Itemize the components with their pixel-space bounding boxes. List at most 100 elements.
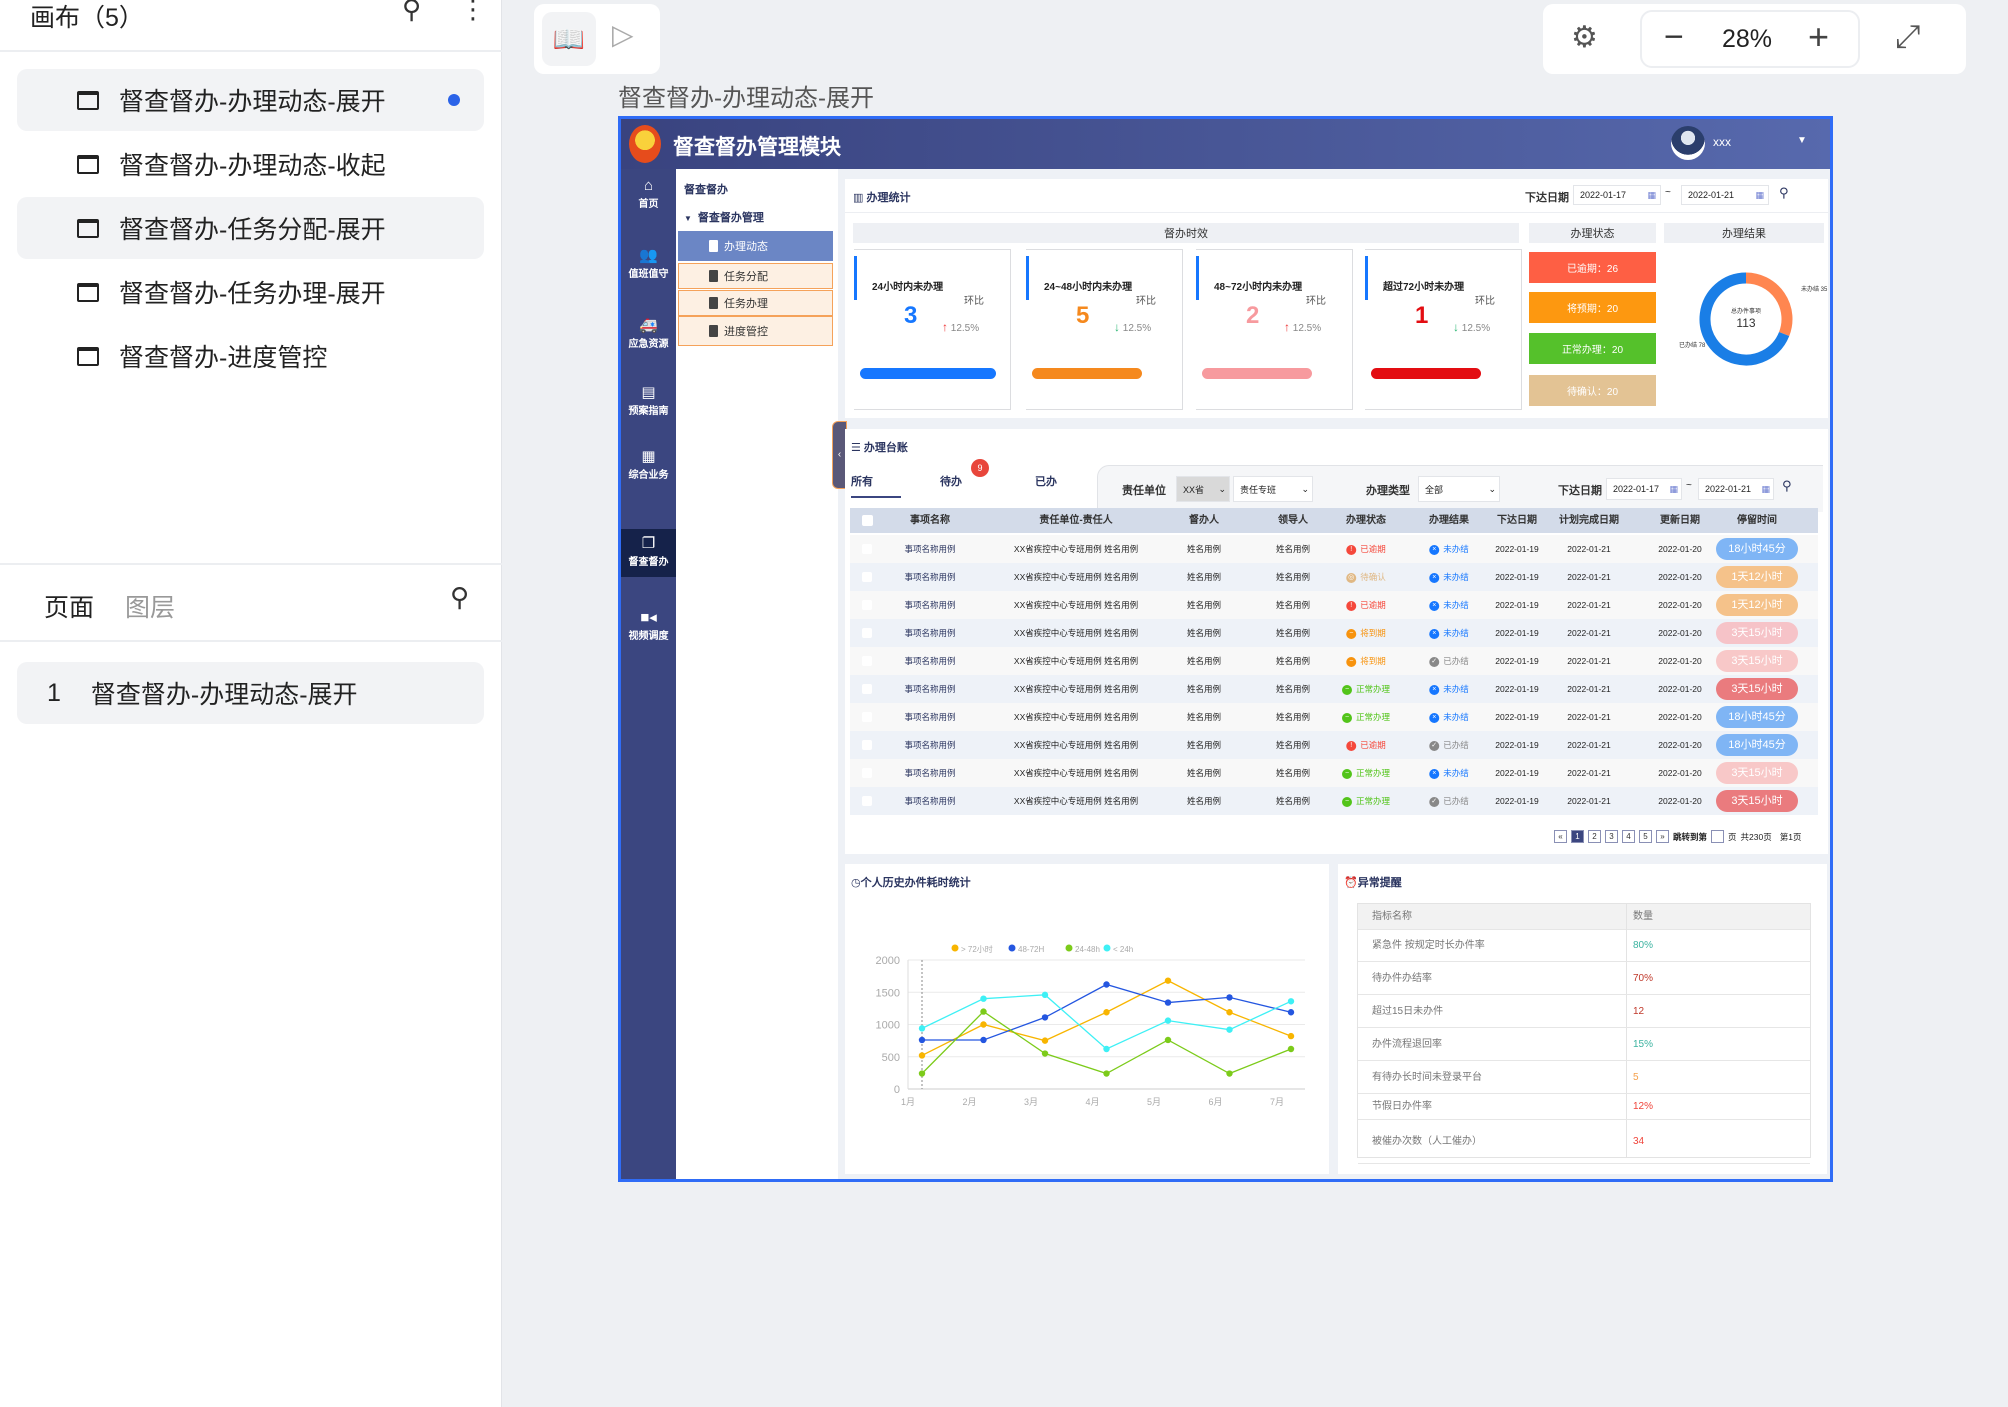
tab-layers[interactable]: 图层	[125, 594, 176, 622]
fullscreen-icon[interactable]: ⤢	[1895, 18, 1921, 54]
canvas-item[interactable]: 督查督办-进度管控	[17, 325, 484, 387]
table-row[interactable]: 事项名称用例 XX省疾控中心专班用例 姓名用例 姓名用例 姓名用例 − 正常办理 × 未办结 2…	[850, 703, 1818, 731]
book-icon[interactable]: 📖	[542, 12, 596, 66]
artboard-frame[interactable]: 督查督办管理模块 xxx ▼ ⌂ 首页 👥 值班值守 🚑 应急资源 ▤ 预案指南 ▦ 综合…	[618, 116, 1833, 1182]
anomaly-row: 办件流程退回率 15%	[1358, 1028, 1810, 1061]
jump-page-input[interactable]	[1711, 830, 1725, 843]
row-checkbox[interactable]	[862, 796, 872, 806]
item-name[interactable]: 事项名称用例	[904, 544, 956, 554]
nav-item-duty[interactable]: 👥 值班值守	[621, 247, 676, 295]
nav-item-resources[interactable]: 🚑 应急资源	[621, 317, 676, 365]
date-to-input[interactable]: 2022-01-21 ▦	[1681, 185, 1769, 205]
donut-segment	[1699, 272, 1790, 366]
tab-done[interactable]: 已办	[1035, 476, 1057, 488]
document-icon	[709, 297, 718, 309]
status-button[interactable]: 已逾期：26	[1529, 252, 1656, 283]
submenu-group[interactable]: ▼ 督查督办管理	[684, 209, 764, 225]
table-row[interactable]: 事项名称用例 XX省疾控中心专班用例 姓名用例 姓名用例 姓名用例 − 正常办理 ✓ 已办结 2…	[850, 787, 1818, 815]
submenu-item[interactable]: 办理动态	[678, 231, 833, 261]
item-name[interactable]: 事项名称用例	[904, 656, 956, 666]
table-row[interactable]: 事项名称用例 XX省疾控中心专班用例 姓名用例 姓名用例 姓名用例 − 正常办理 × 未办结 2…	[850, 675, 1818, 703]
canvas-item-label: 督查督办-进度管控	[119, 344, 328, 372]
tab-pages[interactable]: 页面	[44, 594, 95, 622]
item-name[interactable]: 事项名称用例	[904, 796, 956, 806]
canvas-item[interactable]: 督查督办-办理动态-展开	[17, 69, 484, 131]
search-icon[interactable]: ⚲	[450, 582, 470, 612]
item-name[interactable]: 事项名称用例	[904, 768, 956, 778]
canvas-toolbar: 📖 ▷	[534, 4, 660, 74]
page-button[interactable]: 1	[1571, 830, 1584, 843]
date-from-input[interactable]: 2022-01-17 ▦	[1606, 478, 1682, 500]
zoom-out-button[interactable]: −	[1664, 18, 1684, 56]
search-icon[interactable]: ⚲	[1782, 478, 1792, 493]
nav-item-video[interactable]: ■◂ 视频调度	[621, 609, 676, 657]
page-button[interactable]: 4	[1622, 830, 1635, 843]
settings-sliders-icon[interactable]: ⚙	[1571, 21, 1598, 54]
planned-date: 2022-01-21	[1567, 796, 1611, 806]
item-name[interactable]: 事项名称用例	[904, 684, 956, 694]
result-cell: ✓ 已办结	[1429, 787, 1469, 815]
divider	[0, 640, 502, 642]
row-checkbox[interactable]	[862, 544, 872, 554]
table-row[interactable]: 事项名称用例 XX省疾控中心专班用例 姓名用例 姓名用例 姓名用例! 已逾期 ✓ 已办结 20…	[850, 731, 1818, 759]
submenu-item[interactable]: 进度管控	[678, 316, 833, 346]
unit-select[interactable]: XX省 ⌄	[1176, 476, 1230, 502]
canvas-item[interactable]: 督查督办-任务分配-展开	[17, 197, 484, 259]
item-name[interactable]: 事项名称用例	[904, 600, 956, 610]
chevron-down-icon[interactable]: ▼	[1797, 135, 1807, 146]
status-button[interactable]: 将预期：20	[1529, 292, 1656, 323]
row-checkbox[interactable]	[862, 572, 872, 582]
tab-all[interactable]: 所有	[851, 473, 901, 498]
page-button[interactable]: 3	[1605, 830, 1618, 843]
item-name[interactable]: 事项名称用例	[904, 740, 956, 750]
first-page-button[interactable]: «	[1554, 830, 1567, 843]
indicator-value: 70%	[1633, 973, 1654, 984]
table-row[interactable]: 事项名称用例 XX省疾控中心专班用例 姓名用例 姓名用例 姓名用例 ◎ 待确认 × 未办结 20…	[850, 563, 1818, 591]
search-icon[interactable]: ⚲	[1779, 185, 1789, 200]
table-row[interactable]: 事项名称用例 XX省疾控中心专班用例 姓名用例 姓名用例 姓名用例 − 将到期 × 未办结 20…	[850, 619, 1818, 647]
status-button[interactable]: 待确认：20	[1529, 375, 1656, 406]
page-item[interactable]: 1 督查督办-办理动态-展开	[17, 662, 484, 724]
status-button[interactable]: 正常办理：20	[1529, 333, 1656, 364]
page-button[interactable]: 5	[1639, 830, 1652, 843]
last-page-button[interactable]: »	[1656, 830, 1669, 843]
submenu-item[interactable]: 任务分配	[678, 263, 833, 289]
item-name[interactable]: 事项名称用例	[904, 572, 956, 582]
table-row[interactable]: 事项名称用例 XX省疾控中心专班用例 姓名用例 姓名用例 姓名用例 − 正常办理 × 未办结 2…	[850, 759, 1818, 787]
table-row[interactable]: 事项名称用例 XX省疾控中心专班用例 姓名用例 姓名用例 姓名用例 − 将到期 ✓ 已办结 20…	[850, 647, 1818, 675]
row-checkbox[interactable]	[862, 684, 872, 694]
column-header: 下达日期	[1497, 515, 1537, 526]
zoom-in-button[interactable]: +	[1808, 16, 1830, 57]
nav-item-business[interactable]: ▦ 综合业务	[621, 448, 676, 496]
submenu-item[interactable]: 任务办理	[678, 290, 833, 316]
row-checkbox[interactable]	[862, 740, 872, 750]
item-name[interactable]: 事项名称用例	[904, 628, 956, 638]
row-checkbox[interactable]	[862, 628, 872, 638]
canvas-item[interactable]: 督查督办-任务办理-展开	[17, 261, 484, 323]
supervisor: 姓名用例	[1186, 740, 1222, 750]
play-icon[interactable]: ▷	[612, 19, 634, 50]
item-name[interactable]: 事项名称用例	[904, 712, 956, 722]
nav-item-plans[interactable]: ▤ 预案指南	[621, 384, 676, 432]
date-to-input[interactable]: 2022-01-21 ▦	[1698, 478, 1774, 500]
tab-pending[interactable]: 待办	[940, 476, 962, 488]
page-button[interactable]: 2	[1588, 830, 1601, 843]
select-all-checkbox[interactable]	[862, 515, 873, 526]
canvas-item[interactable]: 督查督办-办理动态-收起	[17, 133, 484, 195]
row-checkbox[interactable]	[862, 600, 872, 610]
type-select[interactable]: 全部 ⌄	[1418, 476, 1500, 502]
row-checkbox[interactable]	[862, 768, 872, 778]
nav-item-home[interactable]: ⌂ 首页	[621, 177, 676, 225]
team-select[interactable]: 责任专班 ⌄	[1233, 476, 1313, 502]
row-checkbox[interactable]	[862, 656, 872, 666]
row-checkbox[interactable]	[862, 712, 872, 722]
card-change: ↓ 12.5%	[1114, 320, 1151, 334]
avatar[interactable]	[1671, 126, 1705, 160]
table-row[interactable]: 事项名称用例 XX省疾控中心专班用例 姓名用例 姓名用例 姓名用例! 已逾期 × 未办结 20…	[850, 535, 1818, 563]
search-icon[interactable]: ⚲	[402, 0, 422, 24]
table-row[interactable]: 事项名称用例 XX省疾控中心专班用例 姓名用例 姓名用例 姓名用例! 已逾期 × 未办结 20…	[850, 591, 1818, 619]
nav-item-supervision[interactable]: ❐ 督查督办	[621, 529, 676, 577]
nav-label: 应急资源	[628, 339, 669, 350]
date-from-input[interactable]: 2022-01-17 ▦	[1573, 185, 1661, 205]
more-icon[interactable]: ⋮	[460, 0, 486, 24]
